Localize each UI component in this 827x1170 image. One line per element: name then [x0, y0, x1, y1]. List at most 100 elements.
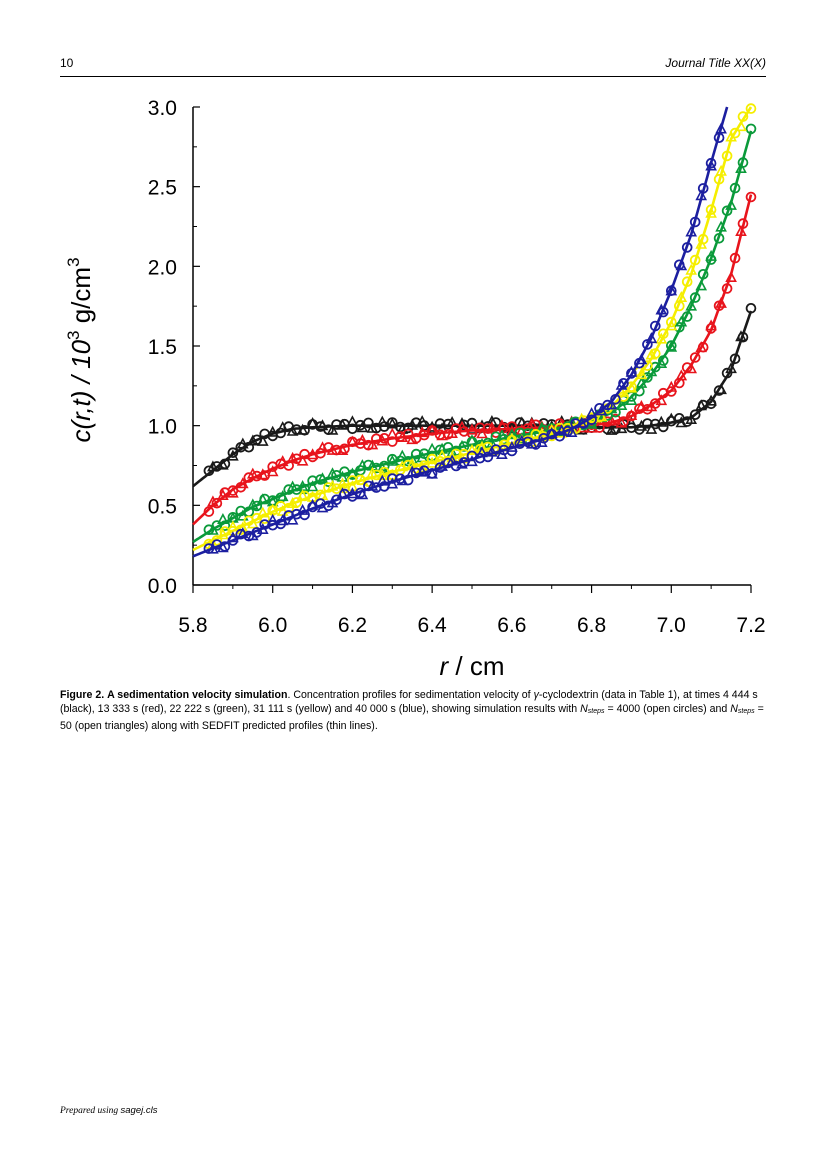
triangle-marker: [336, 443, 349, 456]
x-tick-label: 7.0: [657, 614, 686, 637]
circle-marker: [689, 216, 701, 228]
triangle-marker: [207, 542, 219, 554]
triangle-marker: [715, 122, 727, 134]
triangle-marker: [376, 434, 389, 446]
triangle-marker: [266, 465, 279, 477]
triangle-marker: [346, 415, 359, 427]
triangle-marker: [625, 416, 638, 428]
triangle-marker: [466, 455, 478, 467]
footer-prepared: Prepared using: [60, 1106, 121, 1116]
caption-text-4: = 50 (open triangles) along with SEDFIT …: [60, 703, 764, 732]
triangle-marker: [336, 418, 349, 430]
triangle-marker: [406, 418, 419, 430]
y-axis-title-superscript: 3: [64, 331, 83, 340]
page-number: 10: [60, 56, 74, 70]
triangle-marker: [246, 498, 259, 510]
circle-marker: [482, 423, 494, 435]
circle-marker: [203, 506, 215, 517]
triangle-marker: [476, 440, 488, 452]
triangle-marker: [236, 521, 249, 533]
triangle-marker: [715, 220, 727, 232]
triangle-marker: [426, 423, 438, 436]
triangle-marker: [615, 422, 628, 434]
triangle-marker: [436, 442, 448, 454]
triangle-marker: [326, 467, 339, 479]
caption-gamma: γ: [533, 689, 539, 701]
y-tick-label: 1.5: [148, 336, 177, 359]
triangle-marker: [635, 376, 648, 388]
circle-marker: [737, 111, 749, 122]
triangle-marker: [665, 412, 678, 424]
triangle-marker: [615, 398, 628, 411]
chart-series-layer: [192, 103, 757, 558]
y-tick-label: 0.0: [148, 575, 177, 598]
triangle-marker: [476, 446, 488, 458]
triangle-marker: [695, 399, 708, 411]
triangle-marker: [615, 378, 628, 390]
triangle-marker: [685, 263, 698, 275]
triangle-marker: [595, 410, 608, 422]
circle-marker: [689, 254, 701, 266]
chart-axes: [192, 106, 752, 593]
triangle-marker: [725, 362, 737, 374]
triangle-marker: [227, 531, 239, 543]
triangle-marker: [236, 437, 249, 449]
triangle-marker: [256, 506, 269, 518]
y-axis-title-text: c(r,t) / 10: [66, 339, 96, 442]
triangle-marker: [306, 448, 319, 460]
triangle-marker: [256, 522, 269, 535]
page-header: 10 Journal Title XX(X): [60, 54, 766, 77]
circle-marker: [657, 355, 669, 366]
triangle-marker: [655, 394, 668, 406]
triangle-marker: [496, 429, 508, 441]
triangle-marker: [595, 404, 608, 416]
circle-marker: [737, 218, 749, 229]
triangle-marker: [476, 427, 488, 439]
circle-marker: [689, 292, 701, 303]
triangle-marker: [506, 440, 518, 452]
triangle-marker: [585, 407, 598, 419]
triangle-marker: [635, 399, 648, 412]
triangle-marker: [705, 319, 717, 331]
circle-marker: [259, 513, 271, 524]
triangle-marker: [625, 365, 638, 377]
footer-cls: sagej.cls: [120, 1105, 158, 1116]
y-axis-title-text: g/cm: [66, 267, 96, 331]
triangle-marker: [246, 434, 259, 446]
triangle-marker: [286, 480, 299, 492]
triangle-marker: [545, 426, 558, 439]
circle-marker: [442, 418, 454, 430]
triangle-marker: [256, 434, 269, 446]
caption-n-symbol-2: N: [730, 703, 738, 715]
triangle-marker: [286, 513, 299, 525]
page-footer: Prepared using sagej.cls: [60, 1105, 157, 1116]
triangle-marker: [416, 415, 429, 427]
x-tick-label: 6.8: [577, 614, 606, 637]
triangle-marker: [695, 189, 708, 201]
circle-marker: [665, 316, 677, 328]
triangle-marker: [326, 443, 339, 455]
triangle-marker: [346, 435, 359, 447]
triangle-marker: [217, 541, 229, 553]
triangle-marker: [376, 474, 389, 486]
circle-marker: [227, 447, 239, 459]
triangle-marker: [635, 419, 648, 431]
triangle-marker: [705, 206, 717, 218]
triangle-marker: [555, 424, 568, 436]
caption-n-symbol-1: N: [580, 703, 588, 715]
triangle-marker: [695, 341, 708, 353]
circle-marker: [378, 460, 390, 472]
triangle-marker: [655, 415, 668, 427]
circle-marker: [283, 484, 295, 495]
triangle-marker: [207, 523, 219, 535]
triangle-marker: [217, 488, 229, 501]
series-4444: [192, 302, 757, 488]
triangle-marker: [266, 503, 279, 515]
triangle-marker: [236, 527, 249, 539]
circle-marker: [721, 205, 733, 217]
triangle-marker: [655, 303, 668, 315]
triangle-marker: [635, 368, 648, 380]
circle-marker: [466, 417, 478, 429]
triangle-marker: [665, 340, 678, 352]
triangle-marker: [276, 490, 289, 502]
